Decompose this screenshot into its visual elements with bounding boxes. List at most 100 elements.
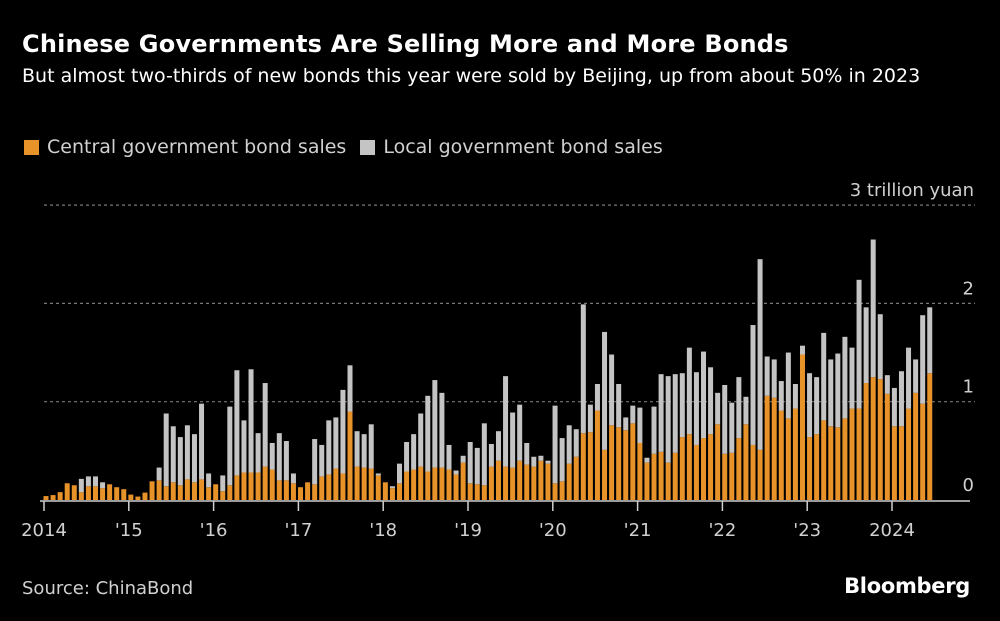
bar-local [651, 406, 657, 454]
bar-local [510, 412, 516, 468]
bar-local [446, 444, 452, 470]
bar-local [736, 377, 742, 439]
bar-central [651, 453, 657, 500]
bar-local [842, 336, 848, 419]
bar-central [467, 483, 473, 500]
chart-subtitle: But almost two-thirds of new bonds this … [22, 65, 921, 87]
bar-local [743, 396, 749, 425]
bar-central [510, 467, 516, 500]
bar-central [701, 438, 707, 500]
bar-local [177, 437, 183, 486]
bar-central [234, 475, 240, 500]
bar-local [481, 423, 487, 486]
bar-central [347, 411, 353, 500]
bar-central [623, 430, 629, 500]
bar-local [368, 424, 374, 469]
bar-local [227, 406, 233, 486]
bar-central [100, 488, 106, 500]
bar-central [382, 482, 388, 500]
bar-central [184, 479, 190, 500]
bar-local [191, 434, 197, 483]
bar-central [114, 487, 120, 500]
bar-local [404, 442, 410, 472]
x-tick-label: 2024 [869, 520, 915, 541]
legend-item-local: Local government bond sales [360, 136, 663, 158]
bar-local [898, 371, 904, 427]
bar-central [799, 354, 805, 500]
bar-central [191, 482, 197, 500]
bar-central [121, 489, 127, 500]
bar-central [531, 466, 537, 500]
bar-local [78, 478, 84, 493]
bar-central [672, 452, 678, 500]
bar-central [107, 484, 113, 500]
bar-central [128, 494, 134, 500]
bar-local [184, 425, 190, 480]
bar-local [686, 347, 692, 435]
legend-label-central: Central government bond sales [47, 136, 347, 158]
bar-central [757, 449, 763, 500]
bar-local [340, 389, 346, 474]
bar-local [602, 331, 608, 450]
bar-central [43, 496, 49, 500]
bar-central [71, 485, 77, 500]
bar-central [828, 426, 834, 500]
bar-central [326, 474, 332, 500]
bar-local [206, 473, 212, 488]
bar-central [411, 469, 417, 500]
bar-local [495, 431, 501, 461]
bar-central [545, 463, 551, 500]
bar-local [85, 476, 91, 487]
bar-central [432, 467, 438, 500]
bar-local [354, 431, 360, 467]
bar-central [333, 468, 339, 500]
bar-central [213, 484, 219, 500]
bar-central [842, 418, 848, 500]
legend: Central government bond sales Local gove… [24, 136, 663, 158]
bar-central [446, 469, 452, 500]
bar-central [220, 491, 226, 500]
bar-central [870, 377, 876, 500]
legend-swatch-central [24, 139, 39, 155]
source-note: Source: ChinaBond [22, 578, 194, 599]
bar-local [856, 279, 862, 409]
bar-local [729, 402, 735, 453]
bar-central [743, 424, 749, 500]
bar-local [545, 460, 551, 464]
bar-local [474, 447, 480, 485]
bar-central [57, 492, 63, 500]
x-tick-label: '19 [454, 520, 482, 541]
bar-local [913, 359, 919, 393]
x-tick-label: '16 [200, 520, 228, 541]
bar-local [503, 376, 509, 467]
bar-local [814, 377, 820, 435]
bar-local [418, 413, 424, 467]
bar-central [290, 483, 296, 500]
bar-local [276, 433, 282, 481]
bar-central [849, 408, 855, 500]
bar-local [453, 470, 459, 475]
bar-central [149, 481, 155, 500]
bar-central [241, 472, 247, 500]
bar-central [425, 471, 431, 500]
bar-central [269, 469, 275, 500]
bar-central [163, 486, 169, 500]
bar-central [814, 434, 820, 500]
bar-local [538, 455, 544, 461]
bar-local [92, 476, 98, 487]
bar-local [920, 315, 926, 404]
bar-local [170, 426, 176, 483]
bar-local [927, 307, 933, 374]
x-tick-label: '23 [793, 520, 821, 541]
bar-central [693, 444, 699, 500]
bar-central [206, 487, 212, 500]
bar-local [821, 332, 827, 421]
bar-local [100, 482, 106, 489]
y-tick-label: 0 [963, 475, 974, 496]
bar-central [920, 403, 926, 500]
legend-swatch-local [360, 139, 376, 155]
bar-central [78, 492, 84, 500]
bar-central [142, 492, 148, 500]
x-tick-label: '21 [624, 520, 652, 541]
